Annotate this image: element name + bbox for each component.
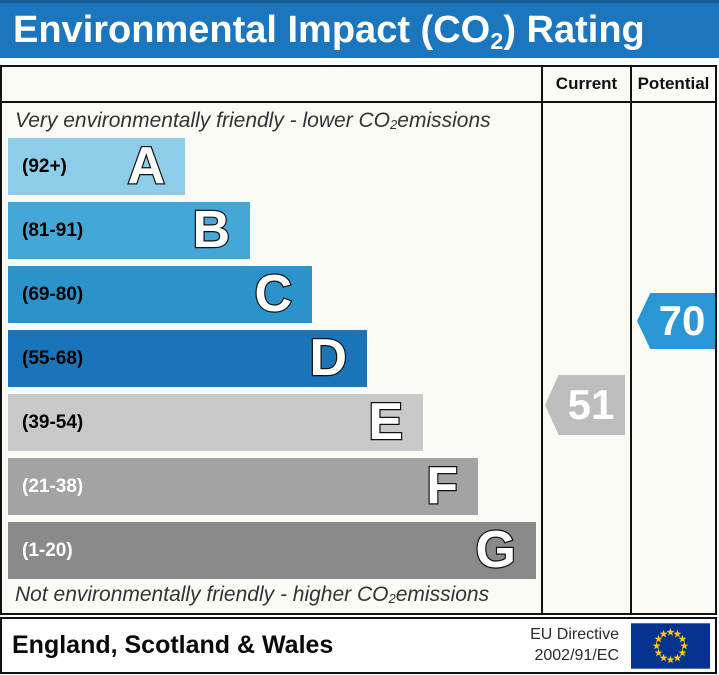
band-row-a: (92+) A — [8, 136, 185, 196]
band-g-letter: G — [474, 520, 517, 579]
band-g-range-label: (1-20) — [22, 539, 73, 561]
band-f-range-label: (21-38) — [22, 475, 84, 497]
band-c-letter: C — [253, 264, 293, 323]
title-bar: Environmental Impact (CO2) Rating — [0, 0, 719, 58]
header-underline — [2, 101, 715, 103]
bottom-caption-pre: Not environmentally friendly - higher CO — [15, 583, 389, 606]
current-column-header: Current — [555, 74, 618, 93]
top-caption-pre: Very environmentally friendly - lower CO — [15, 109, 391, 132]
band-a-range-label: (92+) — [22, 155, 67, 177]
potential-column-header: Potential — [637, 74, 710, 93]
region-label: England, Scotland & Wales — [12, 631, 334, 659]
bottom-caption-subscript: 2 — [388, 591, 396, 607]
title-text-pre: Environmental Impact (CO — [13, 9, 491, 51]
eu-directive-line2: 2002/91/EC — [534, 646, 619, 664]
band-b-letter: B — [191, 200, 231, 259]
band-row-d: (55-68) D — [8, 328, 367, 388]
band-row-e: (39-54) E — [8, 392, 423, 452]
potential-rating-arrow: 70 — [637, 293, 715, 349]
top-caption: Very environmentally friendly - lower CO… — [8, 104, 536, 138]
band-d-letter: D — [308, 328, 348, 387]
current-rating-value: 51 — [567, 381, 615, 428]
potential-column-divider — [630, 67, 632, 613]
bottom-caption-post: emissions — [395, 583, 490, 606]
band-e-range-label: (39-54) — [22, 411, 84, 433]
title-subscript: 2 — [490, 27, 504, 54]
page-title: Environmental Impact (CO2) Rating — [13, 9, 645, 54]
top-caption-subscript: 2 — [390, 117, 398, 133]
title-text-post: ) Rating — [503, 9, 645, 51]
band-row-g: (1-20) G — [8, 520, 536, 580]
current-rating-arrow: 51 — [545, 375, 625, 435]
band-f-letter: F — [425, 456, 459, 515]
bottom-caption: Not environmentally friendly - higher CO… — [8, 579, 536, 611]
band-e-letter: E — [367, 392, 404, 451]
eu-flag-icon — [631, 622, 710, 669]
band-b-range-label: (81-91) — [22, 219, 84, 241]
footer-bar: England, Scotland & Wales EU Directive 2… — [0, 617, 717, 674]
potential-rating-value: 70 — [658, 297, 706, 344]
top-caption-post: emissions — [397, 109, 491, 132]
band-row-b: (81-91) B — [8, 200, 250, 260]
band-a-letter: A — [126, 136, 166, 195]
band-row-c: (69-80) C — [8, 264, 312, 324]
band-row-f: (21-38) F — [8, 456, 478, 516]
current-column-divider — [541, 67, 543, 613]
band-c-range-label: (69-80) — [22, 283, 84, 305]
rating-table: Current Potential Very environmentally f… — [0, 65, 717, 615]
eu-directive-label: EU Directive 2002/91/EC — [530, 625, 619, 667]
eu-directive-line1: EU Directive — [530, 625, 619, 643]
band-d-range-label: (55-68) — [22, 347, 84, 369]
